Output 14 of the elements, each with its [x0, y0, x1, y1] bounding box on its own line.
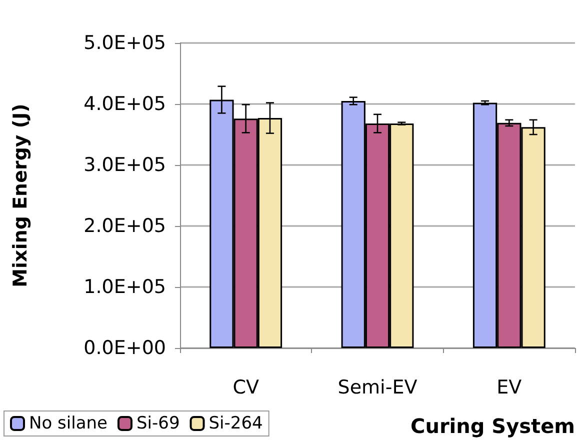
legend-label: Si-69 [136, 414, 180, 434]
y-tick-label: 3.0E+05 [84, 154, 166, 176]
x-tick-label: CV [232, 376, 259, 398]
x-tick-label: Semi-EV [338, 376, 418, 398]
y-axis-title: Mixing Energy (J) [10, 104, 32, 288]
y-tick-label: 0.0E+00 [84, 337, 166, 359]
y-tick-label: 5.0E+05 [84, 32, 166, 54]
legend-label: No silane [29, 414, 108, 434]
y-tick-label: 1.0E+05 [84, 276, 166, 298]
x-axis-title: Curing System [410, 414, 575, 438]
x-tick-label: EV [496, 376, 522, 398]
legend-label: Si-264 [208, 414, 263, 434]
y-tick-label: 4.0E+05 [84, 93, 166, 115]
y-tick-label: 2.0E+05 [84, 215, 166, 237]
